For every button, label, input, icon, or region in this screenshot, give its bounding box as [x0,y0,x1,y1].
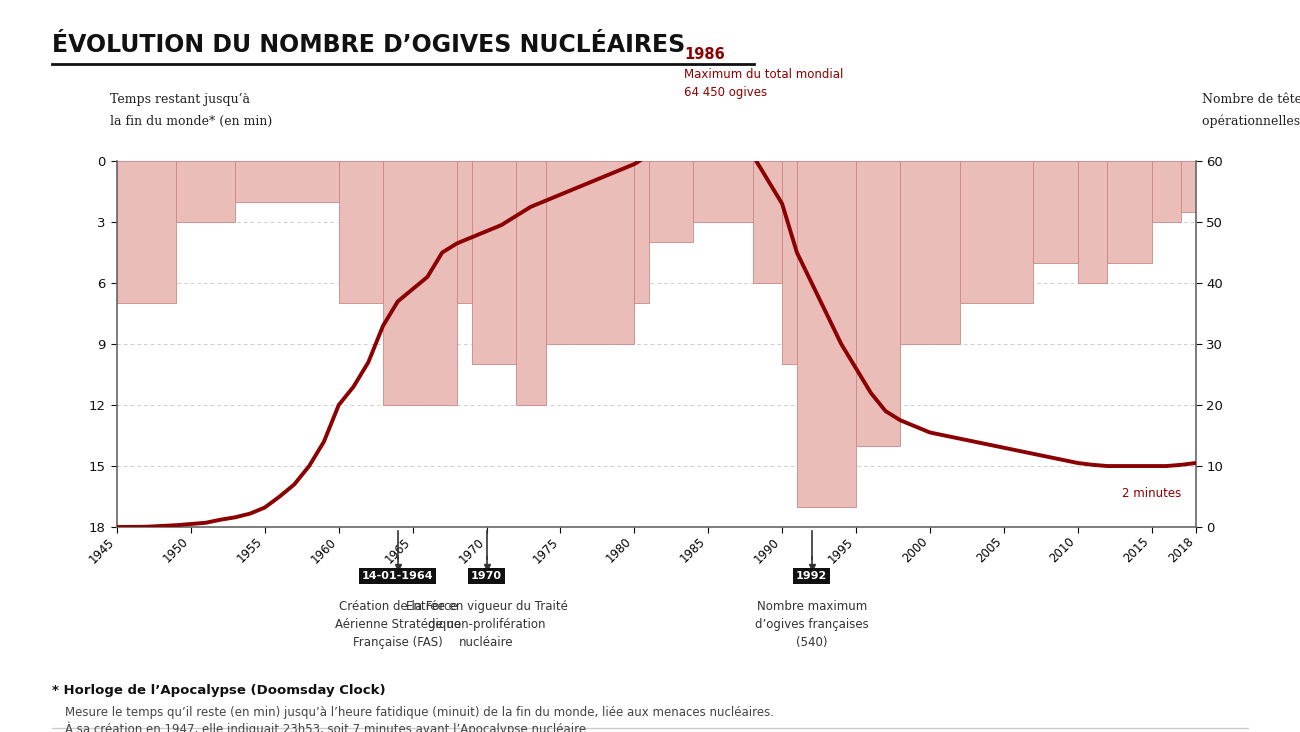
Bar [797,161,855,507]
Bar [339,161,384,303]
Text: 2 minutes: 2 minutes [1122,488,1182,500]
Bar [901,161,959,344]
Bar [1108,161,1152,263]
Bar [693,161,753,222]
Text: Maximum du total mondial: Maximum du total mondial [684,67,844,81]
Bar [959,161,1034,303]
Bar [1152,161,1182,222]
Bar [634,161,649,303]
Text: Entrée en vigueur du Traité
de non-prolifération
nucléaire: Entrée en vigueur du Traité de non-proli… [406,600,568,649]
Bar [649,161,693,242]
Bar [176,161,235,222]
Bar [1078,161,1108,283]
Text: la fin du monde* (en min): la fin du monde* (en min) [111,115,273,128]
Text: 1970: 1970 [471,571,502,581]
Text: Mesure le temps qu’il reste (en min) jusqu’à l’heure fatidique (minuit) de la fi: Mesure le temps qu’il reste (en min) jus… [65,706,773,720]
Text: Temps restant jusqu’à: Temps restant jusqu’à [111,93,251,106]
Bar [1182,161,1196,212]
Bar [855,161,901,446]
Bar [458,161,472,303]
Bar [384,161,458,405]
Bar [1034,161,1078,263]
Bar [516,161,546,405]
Text: Nombre maximum
d’ogives françaises
(540): Nombre maximum d’ogives françaises (540) [755,600,868,649]
Text: Nombre de têtes nucléaires: Nombre de têtes nucléaires [1202,93,1300,106]
Text: * Horloge de l’Apocalypse (Doomsday Clock): * Horloge de l’Apocalypse (Doomsday Cloc… [52,684,386,698]
Text: 1992: 1992 [796,571,827,581]
Text: À sa création en 1947, elle indiquait 23h53, soit 7 minutes avant l’Apocalypse n: À sa création en 1947, elle indiquait 23… [65,721,590,732]
Bar [546,161,634,344]
Text: 1986: 1986 [684,48,725,62]
Text: 14-01-1964: 14-01-1964 [361,571,434,581]
Text: opérationnelles (en milliers): opérationnelles (en milliers) [1202,115,1300,128]
Text: 64 450 ogives: 64 450 ogives [684,86,767,99]
Text: ÉVOLUTION DU NOMBRE D’OGIVES NUCLÉAIRES: ÉVOLUTION DU NOMBRE D’OGIVES NUCLÉAIRES [52,33,685,57]
Text: Création de la Force
Aérienne Stratégique
Française (FAS): Création de la Force Aérienne Stratégiqu… [335,600,462,649]
Bar [783,161,797,365]
Bar [753,161,783,283]
Bar [235,161,339,202]
Bar [472,161,516,365]
Bar [117,161,176,303]
